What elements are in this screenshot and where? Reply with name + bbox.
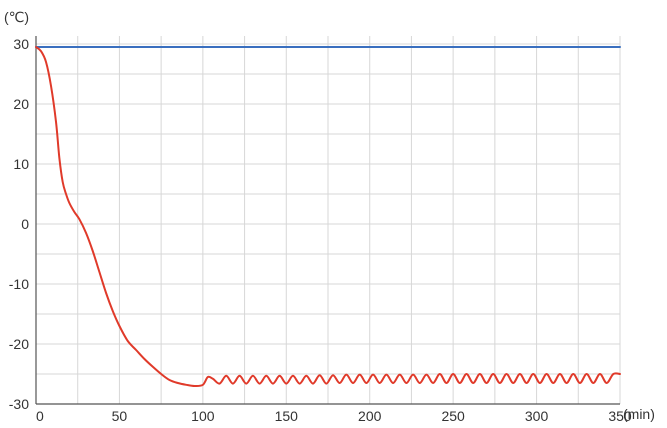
y-tick-label: 0	[21, 216, 29, 232]
x-axis-unit-label: (min)	[623, 406, 655, 422]
x-tick-label: 0	[36, 408, 44, 424]
y-tick-label: -30	[9, 396, 29, 412]
y-axis-unit-label: (℃)	[4, 9, 29, 25]
grid	[35, 36, 621, 405]
series-lines	[35, 46, 621, 388]
y-tick-label: 30	[13, 36, 29, 52]
y-tick-label: -10	[9, 276, 29, 292]
x-tick-label: 150	[275, 408, 299, 424]
y-tick-label: 20	[13, 96, 29, 112]
x-tick-label: 100	[191, 408, 215, 424]
x-tick-label: 200	[358, 408, 382, 424]
y-tick-label: -20	[9, 336, 29, 352]
series-line-red	[35, 46, 621, 388]
x-tick-label: 300	[525, 408, 549, 424]
x-tick-label: 50	[112, 408, 128, 424]
axes	[35, 36, 620, 405]
y-tick-label: 10	[13, 156, 29, 172]
x-tick-label: 250	[441, 408, 465, 424]
x-tick-label: 350	[608, 408, 632, 424]
